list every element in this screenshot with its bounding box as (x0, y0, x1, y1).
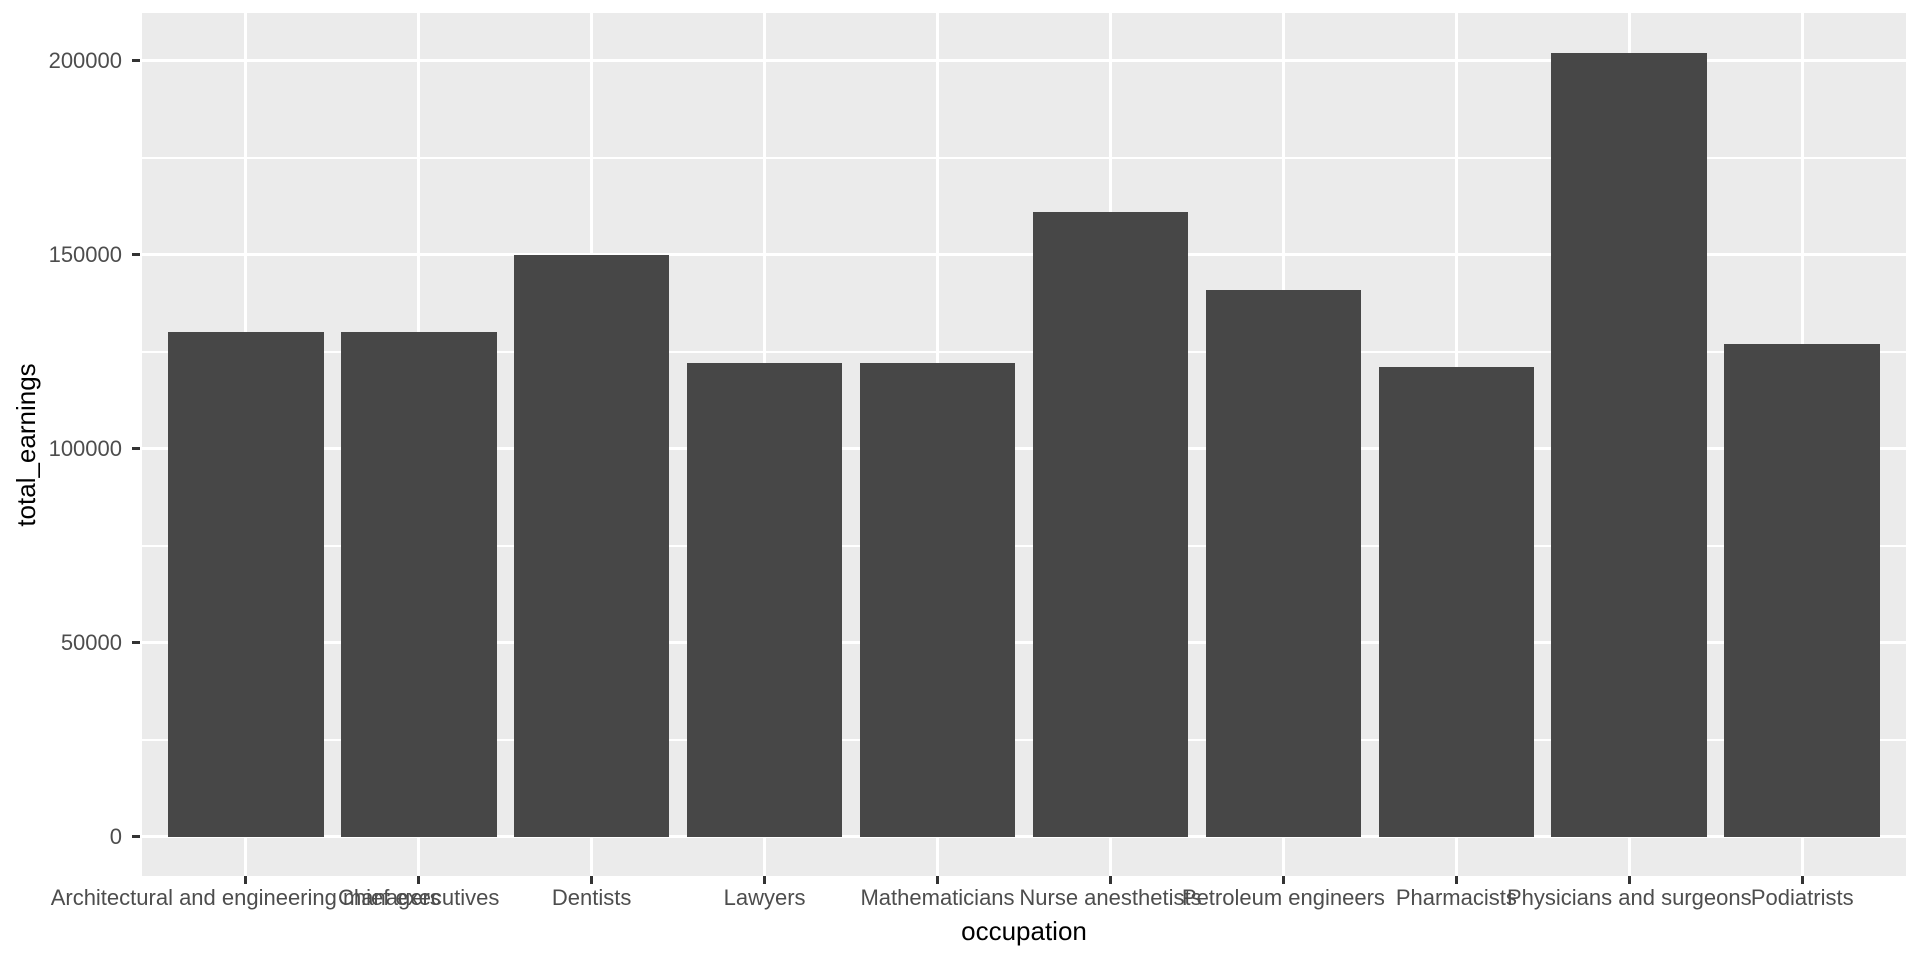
x-tick-mark (417, 876, 421, 884)
bar-physicians-and-surgeons (1551, 52, 1708, 837)
gridline-major (142, 59, 1906, 63)
gridline-major (142, 641, 1906, 645)
gridline-minor (142, 156, 1906, 159)
y-tick-label: 50000 (60, 629, 122, 655)
x-tick-label: Podiatrists (1750, 885, 1854, 910)
bar-architectural-and-engineering-managers (167, 332, 324, 837)
y-tick-label: 150000 (48, 241, 122, 267)
bar-podiatrists (1724, 343, 1881, 837)
x-tick-mark (244, 876, 248, 884)
gridline-major (142, 253, 1906, 257)
bar-mathematicians (859, 363, 1016, 837)
x-tick-label: Petroleum engineers (1181, 885, 1385, 910)
x-tick-mark (590, 876, 594, 884)
x-axis-title: occupation (961, 916, 1087, 946)
y-axis-title: total_earnings (11, 362, 41, 527)
gridline-major (142, 835, 1906, 839)
y-tick-mark (132, 447, 140, 451)
bar-petroleum-engineers (1205, 289, 1362, 837)
plot-panel (142, 13, 1906, 876)
x-tick-label: Pharmacists (1395, 885, 1517, 910)
y-tick-mark (132, 253, 140, 257)
bar-nurse-anesthetists (1032, 212, 1189, 837)
x-tick-label: Nurse anesthetists (1019, 885, 1202, 910)
y-tick-label: 0 (109, 823, 122, 849)
bar-dentists (513, 254, 670, 837)
y-tick-mark (132, 641, 140, 645)
x-tick-mark (763, 876, 767, 884)
gridline-minor (142, 350, 1906, 353)
y-tick-mark (132, 835, 140, 839)
y-tick-label: 100000 (48, 435, 122, 461)
x-tick-label: Physicians and surgeons (1506, 885, 1752, 910)
x-tick-label: Chief executives (337, 885, 500, 910)
x-tick-mark (1281, 876, 1285, 884)
x-tick-label: Lawyers (723, 885, 806, 910)
x-tick-mark (1454, 876, 1458, 884)
y-tick-label: 200000 (48, 47, 122, 73)
gridline-major (142, 447, 1906, 451)
gridline-minor (142, 738, 1906, 741)
x-tick-label: Dentists (551, 885, 632, 910)
x-tick-mark (1627, 876, 1631, 884)
bar-pharmacists (1378, 367, 1535, 837)
x-tick-mark (936, 876, 940, 884)
bar-chief-executives (340, 332, 497, 837)
x-tick-mark (1800, 876, 1804, 884)
bar-lawyers (686, 363, 843, 837)
x-tick-label: Architectural and engineering managers (50, 885, 441, 910)
y-tick-mark (132, 59, 140, 63)
x-tick-mark (1108, 876, 1112, 884)
x-tick-label: Mathematicians (860, 885, 1015, 910)
gridline-minor (142, 544, 1906, 547)
